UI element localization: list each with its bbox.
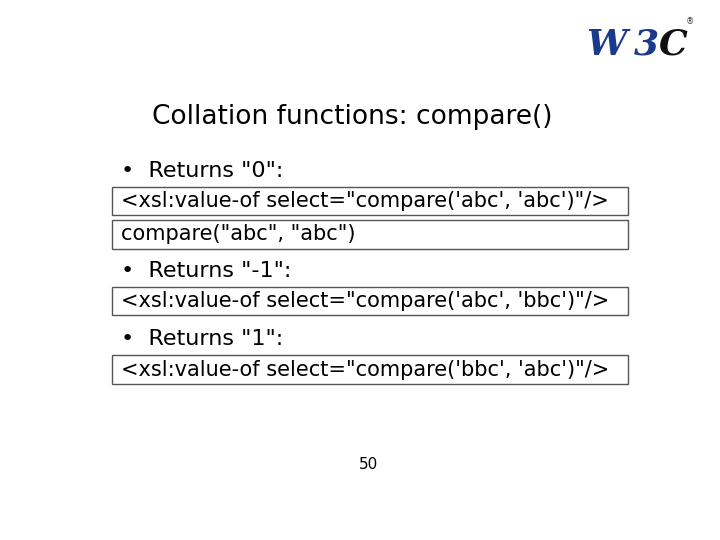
Text: Collation functions: compare(): Collation functions: compare() xyxy=(152,104,552,130)
Text: •  Returns "0":: • Returns "0": xyxy=(121,161,283,181)
Text: W: W xyxy=(587,28,627,62)
Text: 50: 50 xyxy=(359,457,379,472)
Text: C: C xyxy=(659,28,688,62)
Text: <xsl:value-of select="compare('bbc', 'abc')"/>: <xsl:value-of select="compare('bbc', 'ab… xyxy=(121,360,609,380)
Text: •  Returns "1":: • Returns "1": xyxy=(121,329,283,349)
Text: •  Returns "-1":: • Returns "-1": xyxy=(121,261,291,281)
Text: ®: ® xyxy=(686,17,695,26)
Text: <xsl:value-of select="compare('abc', 'abc')"/>: <xsl:value-of select="compare('abc', 'ab… xyxy=(121,191,608,211)
Text: <xsl:value-of select="compare('abc', 'bbc')"/>: <xsl:value-of select="compare('abc', 'bb… xyxy=(121,291,609,311)
FancyBboxPatch shape xyxy=(112,187,629,215)
FancyBboxPatch shape xyxy=(112,220,629,248)
Text: 3: 3 xyxy=(634,28,659,62)
Text: compare("abc", "abc"): compare("abc", "abc") xyxy=(121,225,355,245)
FancyBboxPatch shape xyxy=(112,355,629,384)
FancyBboxPatch shape xyxy=(112,287,629,315)
